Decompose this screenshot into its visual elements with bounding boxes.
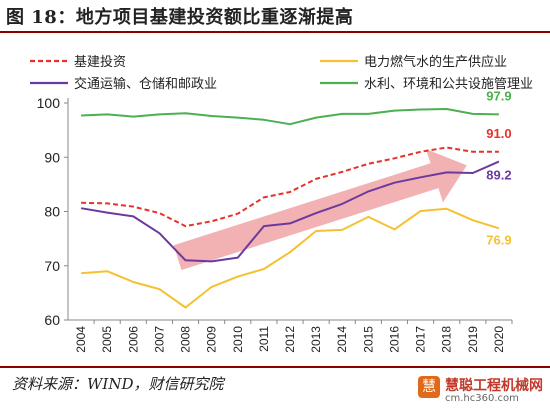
end-labels-layer: 91.0 76.9 89.2 97.9 bbox=[486, 88, 511, 247]
x-tick-label: 2011 bbox=[257, 326, 271, 352]
series-end-label: 76.9 bbox=[486, 232, 511, 247]
series-layer bbox=[80, 108, 500, 309]
x-tick-label: 2012 bbox=[283, 326, 297, 353]
x-tick-label: 2006 bbox=[126, 326, 140, 353]
x-tick-label: 2015 bbox=[361, 326, 375, 353]
x-tick-label: 2008 bbox=[179, 326, 193, 353]
watermark-main-text: 慧聪工程机械网 bbox=[445, 378, 543, 394]
axes: 60 70 80 90 100 2004 2005 2006 2007 2008 2009 2010 2… bbox=[37, 95, 513, 353]
x-tick-label: 2007 bbox=[152, 326, 166, 353]
x-tick-label: 2020 bbox=[492, 326, 506, 353]
x-tick-label: 2019 bbox=[466, 326, 480, 353]
watermark-sub-text: cm.hc360.com bbox=[445, 393, 519, 404]
series-end-label: 97.9 bbox=[486, 88, 511, 103]
series-end-label: 91.0 bbox=[486, 126, 511, 141]
watermark: 慧 慧聪工程机械网 cm.hc360.com bbox=[418, 374, 550, 410]
watermark-logo: 慧 bbox=[418, 376, 440, 398]
legend-label: 水利、环境和公共设施管理业 bbox=[364, 76, 533, 91]
y-tick-label: 100 bbox=[37, 95, 61, 111]
series-line bbox=[81, 108, 499, 126]
y-tick-label: 70 bbox=[44, 258, 60, 274]
x-tick-label: 2013 bbox=[309, 326, 323, 353]
y-tick-label: 90 bbox=[44, 149, 60, 165]
legend-label: 电力燃气水的生产供应业 bbox=[364, 54, 507, 69]
trend-arrow bbox=[173, 149, 467, 270]
bottom-rule bbox=[0, 366, 550, 368]
x-tick-label: 2018 bbox=[440, 326, 454, 353]
top-rule bbox=[0, 31, 550, 33]
x-tick-label: 2017 bbox=[414, 326, 428, 353]
x-tick-label: 2009 bbox=[205, 326, 219, 353]
source-note: 资料来源：WIND，财信研究院 bbox=[12, 375, 224, 393]
legend-label: 基建投资 bbox=[74, 54, 126, 69]
x-tick-label: 2016 bbox=[387, 326, 401, 353]
trend-arrow-layer bbox=[173, 149, 467, 270]
series-line bbox=[80, 160, 500, 263]
x-tick-label: 2004 bbox=[74, 326, 88, 353]
series-line bbox=[81, 207, 500, 309]
series-line bbox=[81, 146, 499, 228]
y-tick-label: 80 bbox=[44, 204, 60, 220]
x-tick-label: 2014 bbox=[335, 326, 349, 353]
x-tick-label: 2010 bbox=[231, 326, 245, 353]
x-tick-label: 2005 bbox=[100, 326, 114, 353]
page-title: 图 18：地方项目基建投资额比重逐渐提高 bbox=[6, 7, 354, 28]
legend-label: 交通运输、仓储和邮政业 bbox=[74, 76, 217, 91]
y-tick-label: 60 bbox=[44, 312, 60, 328]
series-end-label: 89.2 bbox=[486, 168, 511, 183]
